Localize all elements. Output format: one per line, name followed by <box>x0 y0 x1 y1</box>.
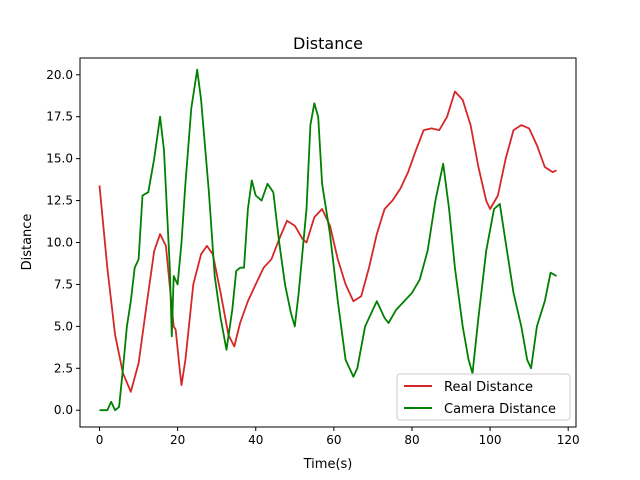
x-tick-label: 80 <box>404 433 419 447</box>
chart-title: Distance <box>293 34 363 53</box>
x-axis-label: Time(s) <box>303 457 353 472</box>
y-tick-label: 10.0 <box>46 236 73 250</box>
series-line-real-distance <box>98 90 557 393</box>
plot-area <box>79 57 577 428</box>
legend-label-camera-distance: Camera Distance <box>444 402 556 417</box>
x-tick-label: 60 <box>326 433 341 447</box>
y-axis: 0.0 2.5 5.0 7.5 10.0 12.5 15.0 17.5 20.0 <box>46 68 80 417</box>
x-axis: 0 20 40 60 80 100 120 <box>96 427 580 447</box>
series-layer <box>98 68 557 412</box>
x-tick-label: 40 <box>248 433 263 447</box>
x-tick-label: 20 <box>170 433 185 447</box>
x-tick-label: 120 <box>557 433 580 447</box>
y-tick-label: 20.0 <box>46 68 73 82</box>
y-tick-label: 2.5 <box>54 361 73 375</box>
y-tick-label: 15.0 <box>46 152 73 166</box>
y-axis-label: Distance <box>20 214 35 271</box>
y-tick-label: 17.5 <box>46 110 73 124</box>
y-tick-label: 12.5 <box>46 194 73 208</box>
legend-label-real-distance: Real Distance <box>444 380 533 395</box>
x-tick-label: 100 <box>479 433 502 447</box>
y-tick-label: 5.0 <box>54 319 73 333</box>
x-tick-label: 0 <box>96 433 104 447</box>
series-line-camera-distance <box>99 68 557 412</box>
legend-box <box>396 373 571 421</box>
y-tick-label: 7.5 <box>54 277 73 291</box>
legend: Real Distance Camera Distance <box>396 373 571 421</box>
y-tick-label: 0.0 <box>54 403 73 417</box>
